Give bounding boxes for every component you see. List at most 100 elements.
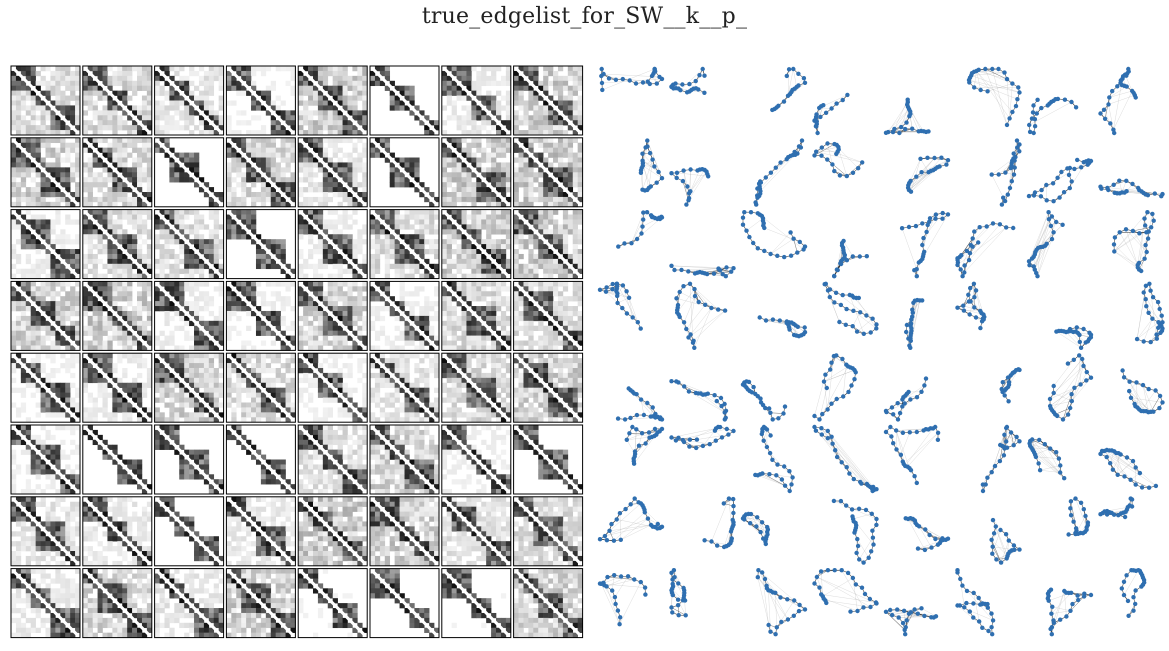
matrix-cell — [543, 66, 549, 72]
matrix-diagonal — [297, 64, 369, 137]
matrix-cell — [102, 340, 108, 346]
matrix-cell — [352, 95, 358, 101]
matrix-cell — [75, 147, 81, 153]
matrix-cell — [441, 177, 448, 183]
matrix-cell — [347, 214, 353, 220]
matrix-cell — [255, 90, 262, 96]
matrix-cell — [270, 417, 276, 423]
matrix-cell — [513, 130, 519, 136]
matrix-cell — [451, 258, 457, 265]
matrix-cell — [265, 196, 272, 203]
matrix-cell — [213, 70, 219, 77]
matrix-cell — [562, 310, 569, 317]
matrix-cell — [461, 90, 467, 96]
matrix-cell — [374, 281, 381, 287]
matrix-cell — [154, 372, 160, 379]
matrix-cell — [70, 80, 76, 87]
matrix-cell — [553, 147, 559, 153]
matrix-cell — [518, 291, 524, 297]
matrix-cell — [312, 268, 319, 274]
matrix-cell — [260, 402, 267, 408]
matrix-cell — [208, 244, 215, 250]
matrix-cell — [45, 412, 51, 418]
matrix-cell — [226, 377, 232, 384]
matrix-cell — [236, 167, 242, 173]
matrix-cell — [496, 219, 502, 225]
matrix-cell — [362, 95, 368, 101]
matrix-cell — [213, 224, 219, 230]
matrix-cell — [15, 105, 22, 111]
matrix-cell — [117, 253, 123, 260]
matrix-cell — [50, 100, 56, 106]
matrix-cell — [528, 167, 534, 173]
matrix-cell — [298, 249, 304, 255]
matrix-cell — [481, 306, 487, 312]
matrix-cell — [159, 209, 165, 215]
matrix-cell — [82, 340, 89, 346]
matrix-cell — [486, 301, 492, 307]
matrix-cell — [337, 115, 343, 121]
matrix-cell — [476, 239, 482, 245]
matrix-cell — [446, 340, 452, 346]
matrix-cell — [456, 258, 462, 265]
matrix-cell — [275, 353, 281, 359]
matrix-cell — [409, 325, 415, 331]
matrix-cell — [577, 187, 583, 193]
matrix-cell — [246, 382, 252, 388]
matrix-cell — [577, 239, 583, 245]
matrix-cell — [70, 177, 76, 183]
matrix-cell — [218, 120, 224, 126]
matrix-cell — [424, 229, 430, 235]
matrix-cell — [290, 412, 296, 418]
matrix-cell — [226, 192, 232, 198]
matrix-cell — [399, 281, 405, 287]
matrix-cell — [275, 291, 281, 297]
matrix-cell — [577, 229, 583, 235]
matrix-cell — [379, 306, 386, 312]
matrix-cell — [208, 372, 215, 379]
matrix-cell — [241, 306, 247, 312]
matrix-cell — [513, 306, 519, 312]
matrix-cell — [169, 263, 175, 270]
matrix-cell — [236, 315, 242, 322]
matrix-cell — [352, 80, 358, 87]
matrix-cell — [87, 75, 93, 82]
matrix-cell — [533, 105, 539, 111]
matrix-cell — [476, 80, 482, 87]
matrix-cell — [169, 249, 175, 255]
matrix-cell — [285, 177, 291, 183]
matrix-cell — [208, 402, 215, 408]
matrix-cell — [496, 80, 502, 87]
matrix-cell — [35, 167, 41, 173]
matrix-cell — [226, 335, 232, 341]
matrix-cell — [265, 367, 272, 374]
matrix-cell — [251, 353, 257, 359]
matrix-cell — [30, 291, 36, 297]
matrix-cell — [481, 66, 487, 72]
matrix-cell — [441, 201, 448, 208]
matrix-cell — [208, 201, 215, 208]
matrix-cell — [246, 209, 252, 215]
matrix-cell — [404, 209, 410, 215]
matrix-cell — [15, 90, 22, 96]
matrix-cell — [112, 100, 118, 106]
matrix-cell — [486, 105, 492, 111]
matrix-cell — [461, 105, 467, 111]
matrix-cell — [451, 315, 457, 322]
matrix-cell — [523, 273, 529, 279]
matrix-cell — [523, 201, 529, 208]
matrix-cell — [102, 345, 108, 351]
matrix-cell — [441, 239, 448, 245]
matrix-cell — [523, 137, 529, 144]
matrix-cell — [255, 263, 262, 270]
matrix-cell — [20, 192, 27, 198]
matrix-cell — [394, 219, 400, 225]
matrix-cell — [303, 363, 309, 369]
matrix-cell — [500, 142, 507, 148]
matrix-cell — [577, 157, 583, 163]
matrix-cell — [352, 66, 358, 72]
matrix-cell — [352, 330, 358, 336]
matrix-cell — [112, 219, 118, 225]
matrix-cell — [424, 340, 430, 346]
matrix-cell — [394, 177, 400, 183]
